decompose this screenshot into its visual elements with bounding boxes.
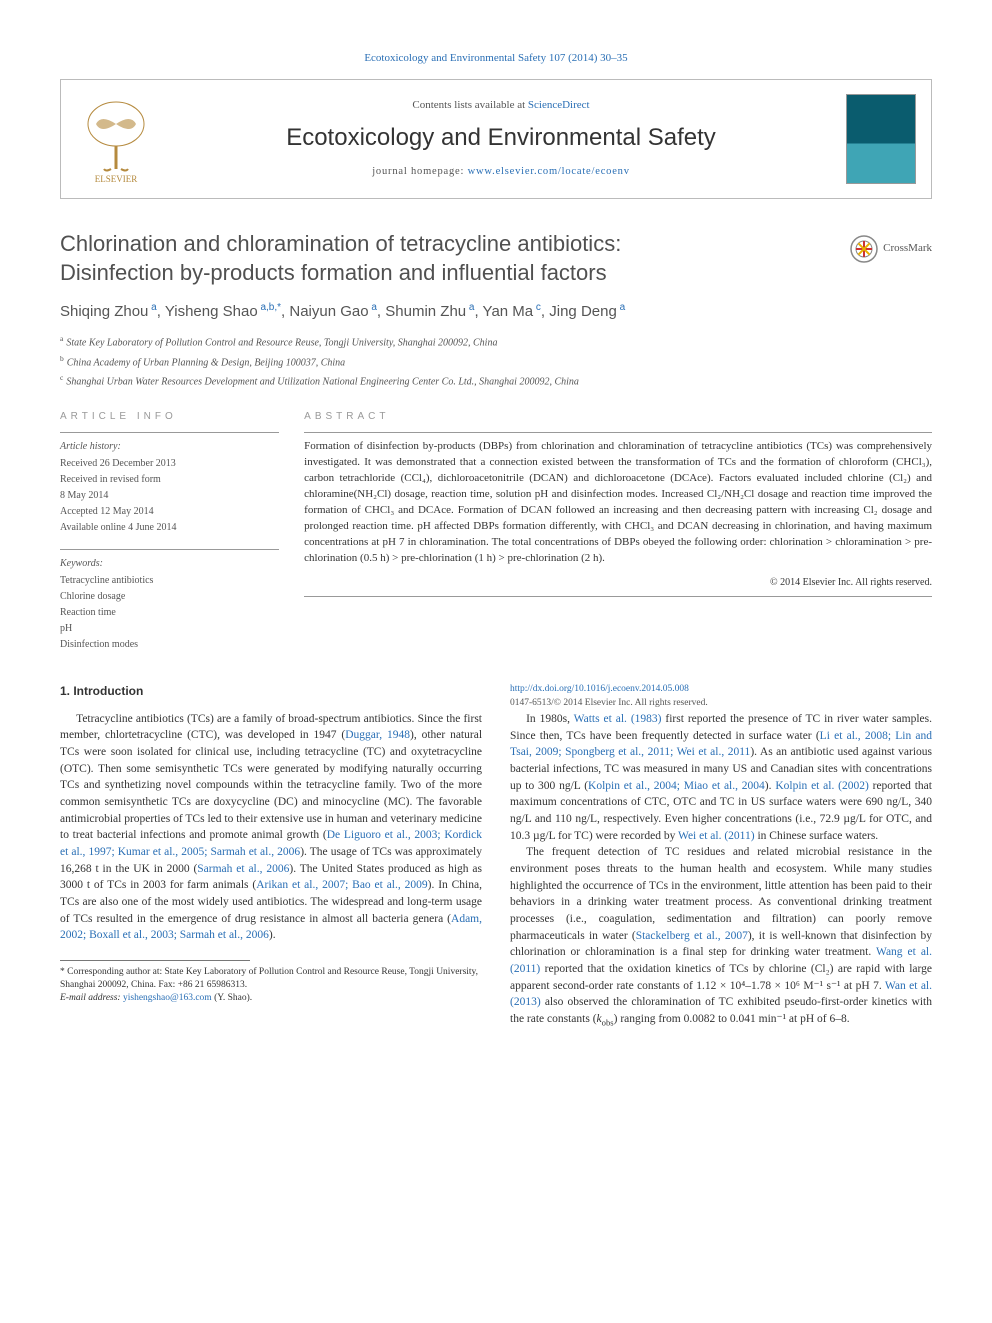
body-two-column: 1. Introduction Tetracycline antibiotics… [60,683,932,1028]
journal-homepage-line: journal homepage: www.elsevier.com/locat… [171,164,831,180]
keyword-item: Reaction time [60,605,279,620]
journal-cover-container [831,80,931,198]
article-info-heading: ARTICLE INFO [60,409,279,424]
citation-link[interactable]: Kolpin et al. (2002) [775,780,869,792]
keywords-block: Keywords: Tetracycline antibiotics Chlor… [60,549,279,652]
journal-cover-thumbnail-icon [846,94,916,184]
article-title: Chlorination and chloramination of tetra… [60,229,830,288]
contents-prefix: Contents lists available at [412,99,527,111]
affiliations: aState Key Laboratory of Pollution Contr… [60,333,932,389]
history-item: Received 26 December 2013 [60,456,279,471]
email-suffix: (Y. Shao). [212,993,252,1003]
history-label: Article history: [60,439,279,454]
title-line-2: Disinfection by-products formation and i… [60,260,607,285]
title-line-1: Chlorination and chloramination of tetra… [60,231,621,256]
crossmark-badge[interactable]: CrossMark [850,235,932,263]
sciencedirect-link[interactable]: ScienceDirect [528,99,590,111]
crossmark-label: CrossMark [883,240,932,257]
citation-link[interactable]: Sarmah et al., 2006 [197,863,289,875]
abstract-text: Formation of disinfection by-products (D… [304,432,932,567]
affiliation-a: aState Key Laboratory of Pollution Contr… [60,333,932,350]
footnote-corr-text: * Corresponding author at: State Key Lab… [60,966,482,992]
doi-link[interactable]: http://dx.doi.org/10.1016/j.ecoenv.2014.… [510,683,932,697]
article-history-block: Article history: Received 26 December 20… [60,432,279,535]
corresponding-email-link[interactable]: yishengshao@163.com [123,993,212,1003]
journal-title: Ecotoxicology and Environmental Safety [171,120,831,156]
paragraph-2: In 1980s, Watts et al. (1983) first repo… [510,711,932,844]
history-item: 8 May 2014 [60,488,279,503]
keywords-label: Keywords: [60,556,279,571]
affiliation-b: bChina Academy of Urban Planning & Desig… [60,353,932,370]
citation-link[interactable]: Kolpin et al., 2004; Miao et al., 2004 [588,780,765,792]
paragraph-1: Tetracycline antibiotics (TCs) are a fam… [60,711,482,944]
citation-link[interactable]: Duggar, 1948 [345,729,410,741]
citation-link[interactable]: Stackelberg et al., 2007 [636,930,748,942]
journal-homepage-link[interactable]: www.elsevier.com/locate/ecoenv [468,166,630,177]
keyword-item: Disinfection modes [60,637,279,652]
history-item: Accepted 12 May 2014 [60,504,279,519]
contents-lists-line: Contents lists available at ScienceDirec… [171,97,831,114]
authors-list: Shiqing Zhou a, Yisheng Shao a,b,*, Naiy… [60,300,932,324]
journal-header-center: Contents lists available at ScienceDirec… [171,87,831,189]
history-item: Available online 4 June 2014 [60,520,279,535]
paragraph-3: The frequent detection of TC residues an… [510,844,932,1029]
keyword-item: pH [60,621,279,636]
citation-link[interactable]: Arikan et al., 2007; Bao et al., 2009 [256,879,427,891]
article-info-sidebar: ARTICLE INFO Article history: Received 2… [60,409,304,653]
abstract-heading: ABSTRACT [304,409,932,424]
bottom-identifiers: http://dx.doi.org/10.1016/j.ecoenv.2014.… [510,683,932,711]
issn-copyright-line: 0147-6513/© 2014 Elsevier Inc. All right… [510,697,932,711]
citation-link[interactable]: Watts et al. (1983) [574,713,662,725]
keyword-item: Chlorine dosage [60,589,279,604]
crossmark-icon [850,235,878,263]
elsevier-logo-container: ELSEVIER [61,80,171,198]
keyword-item: Tetracycline antibiotics [60,573,279,588]
journal-citation[interactable]: Ecotoxicology and Environmental Safety 1… [60,50,932,67]
section-1-heading: 1. Introduction [60,683,482,700]
email-label: E-mail address: [60,993,123,1003]
elsevier-tree-logo-icon: ELSEVIER [76,94,156,184]
footnote-separator [60,960,250,961]
abstract-copyright: © 2014 Elsevier Inc. All rights reserved… [304,575,932,597]
footnote-email-line: E-mail address: yishengshao@163.com (Y. … [60,992,482,1005]
corresponding-author-footnote: * Corresponding author at: State Key Lab… [60,966,482,1004]
homepage-prefix: journal homepage: [372,166,467,177]
citation-link[interactable]: Wei et al. (2011) [678,830,755,842]
affiliation-c: cShanghai Urban Water Resources Developm… [60,372,932,389]
history-item: Received in revised form [60,472,279,487]
journal-header: ELSEVIER Contents lists available at Sci… [60,79,932,199]
abstract-block: ABSTRACT Formation of disinfection by-pr… [304,409,932,653]
svg-text:ELSEVIER: ELSEVIER [95,174,138,184]
